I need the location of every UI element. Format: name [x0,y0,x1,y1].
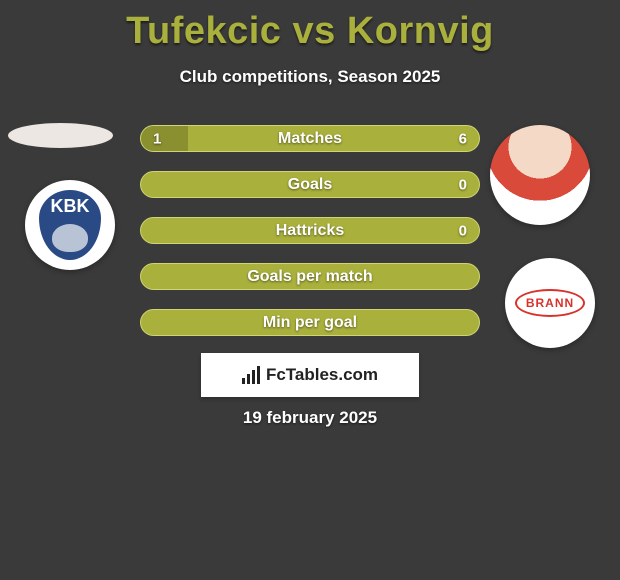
stat-bar-hattricks: Hattricks 0 [140,217,480,244]
club-right-badge: BRANN [505,258,595,348]
stats-container: 1 Matches 6 Goals 0 Hattricks 0 Goals pe… [140,125,480,355]
club-left-badge: KBK [25,180,115,270]
stat-bar-goals: Goals 0 [140,171,480,198]
player-left-avatar [8,123,113,148]
owl-icon [52,224,88,252]
stat-label: Goals per match [247,268,372,286]
club-right-oval: BRANN [515,289,585,317]
page-subtitle: Club competitions, Season 2025 [0,67,620,87]
club-left-code: KBK [51,196,90,217]
stat-bar-matches: 1 Matches 6 [140,125,480,152]
stat-left-value: 1 [153,130,161,147]
stat-right-value: 0 [459,176,467,193]
club-left-crest: KBK [39,190,101,260]
watermark: FcTables.com [201,353,419,397]
stat-right-value: 0 [459,222,467,239]
stat-label: Hattricks [276,222,344,240]
bar-chart-icon [242,366,260,384]
player-right-avatar [490,125,590,225]
stat-right-value: 6 [459,130,467,147]
stat-label: Min per goal [263,314,357,332]
stat-bar-min-per-goal: Min per goal [140,309,480,336]
page-title: Tufekcic vs Kornvig [0,0,620,53]
stat-bar-goals-per-match: Goals per match [140,263,480,290]
footer-date: 19 february 2025 [0,408,620,428]
stat-label: Matches [278,130,342,148]
stat-bar-fill [141,126,188,151]
club-right-code: BRANN [526,296,574,310]
stat-label: Goals [288,176,332,194]
watermark-text: FcTables.com [266,365,378,385]
